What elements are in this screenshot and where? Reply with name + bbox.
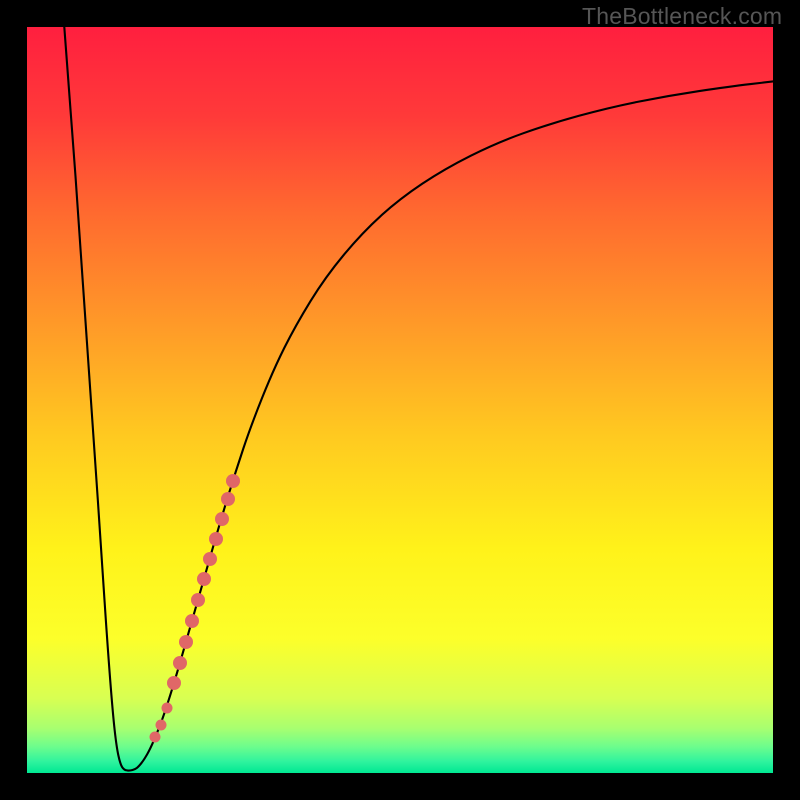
- watermark-text: TheBottleneck.com: [582, 3, 782, 30]
- data-point-marker: [173, 656, 187, 670]
- curve-layer: [27, 27, 773, 773]
- data-point-marker: [191, 593, 205, 607]
- data-point-marker: [150, 732, 161, 743]
- data-point-marker: [209, 532, 223, 546]
- data-point-marker: [155, 719, 166, 730]
- data-point-marker: [167, 676, 181, 690]
- data-point-marker: [197, 572, 211, 586]
- data-point-marker: [161, 703, 172, 714]
- data-point-marker: [179, 635, 193, 649]
- data-point-marker: [221, 492, 235, 506]
- data-point-marker: [226, 474, 240, 488]
- plot-area: [27, 27, 773, 773]
- data-point-marker: [185, 614, 199, 628]
- bottleneck-curve: [64, 27, 773, 771]
- data-point-marker: [203, 552, 217, 566]
- data-point-marker: [215, 512, 229, 526]
